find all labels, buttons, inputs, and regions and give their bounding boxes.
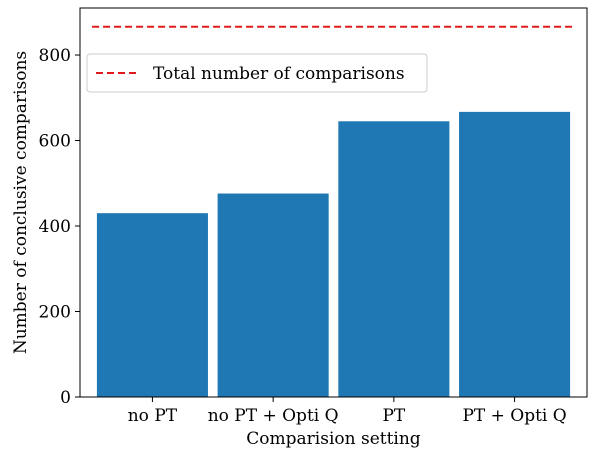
bar-2 [338,121,450,398]
y-tick-label-2: 400 [39,217,71,237]
y-tick-label-3: 600 [39,132,71,152]
y-ticks-group: 0 200 400 600 800 [39,46,80,408]
y-tick-label-4: 800 [39,46,71,66]
legend: Total number of comparisons [86,53,428,93]
legend-box [86,53,428,93]
y-tick-label-0: 0 [60,388,71,408]
y-axis-title: Number of conclusive comparisons [11,51,31,354]
x-tick-label-0: no PT [128,406,178,426]
plot-area-frame [79,7,588,398]
bar-1 [217,193,329,397]
legend-label: Total number of comparisons [153,64,405,84]
x-tick-label-3: PT + Opti Q [462,406,566,426]
bars-group [96,111,571,398]
x-ticks-group: no PT no PT + Opti Q PT PT + Opti Q [128,397,567,426]
x-tick-label-2: PT [382,406,405,426]
y-tick-label-1: 200 [39,303,71,323]
bar-3 [459,111,571,397]
bar-0 [96,213,208,397]
x-tick-label-1: no PT + Opti Q [208,406,339,426]
x-axis-title: Comparision setting [246,429,421,449]
